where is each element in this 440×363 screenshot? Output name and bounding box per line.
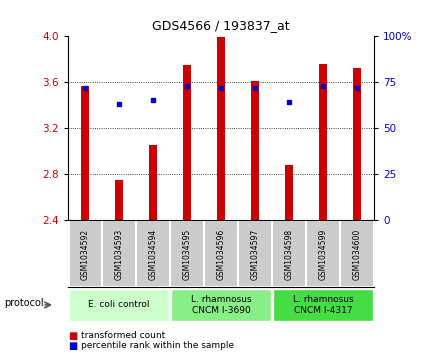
Bar	[251, 81, 259, 220]
Text: ■: ■	[68, 340, 77, 351]
Text: E. coli control: E. coli control	[88, 301, 150, 309]
Text: ■: ■	[68, 331, 77, 341]
Text: GSM1034597: GSM1034597	[250, 228, 260, 280]
Bar	[183, 65, 191, 220]
Bar	[81, 86, 89, 220]
Bar	[285, 165, 293, 220]
Text: transformed count: transformed count	[81, 331, 165, 340]
Text: protocol: protocol	[4, 298, 44, 308]
Text: percentile rank within the sample: percentile rank within the sample	[81, 341, 235, 350]
Bar	[353, 68, 361, 220]
Text: GSM1034595: GSM1034595	[183, 228, 192, 280]
Bar	[217, 37, 225, 220]
Bar	[319, 64, 327, 220]
Bar	[149, 145, 158, 220]
Text: GSM1034600: GSM1034600	[352, 228, 362, 280]
Text: L. rhamnosus
CNCM I-3690: L. rhamnosus CNCM I-3690	[191, 295, 251, 315]
Text: GSM1034599: GSM1034599	[319, 228, 327, 280]
Text: GSM1034596: GSM1034596	[216, 228, 226, 280]
Bar	[115, 180, 123, 220]
Title: GDS4566 / 193837_at: GDS4566 / 193837_at	[152, 19, 290, 32]
Text: GSM1034592: GSM1034592	[81, 229, 90, 280]
Text: L. rhamnosus
CNCM I-4317: L. rhamnosus CNCM I-4317	[293, 295, 353, 315]
Text: GSM1034598: GSM1034598	[285, 229, 293, 280]
Text: GSM1034593: GSM1034593	[115, 228, 124, 280]
Text: GSM1034594: GSM1034594	[149, 228, 158, 280]
